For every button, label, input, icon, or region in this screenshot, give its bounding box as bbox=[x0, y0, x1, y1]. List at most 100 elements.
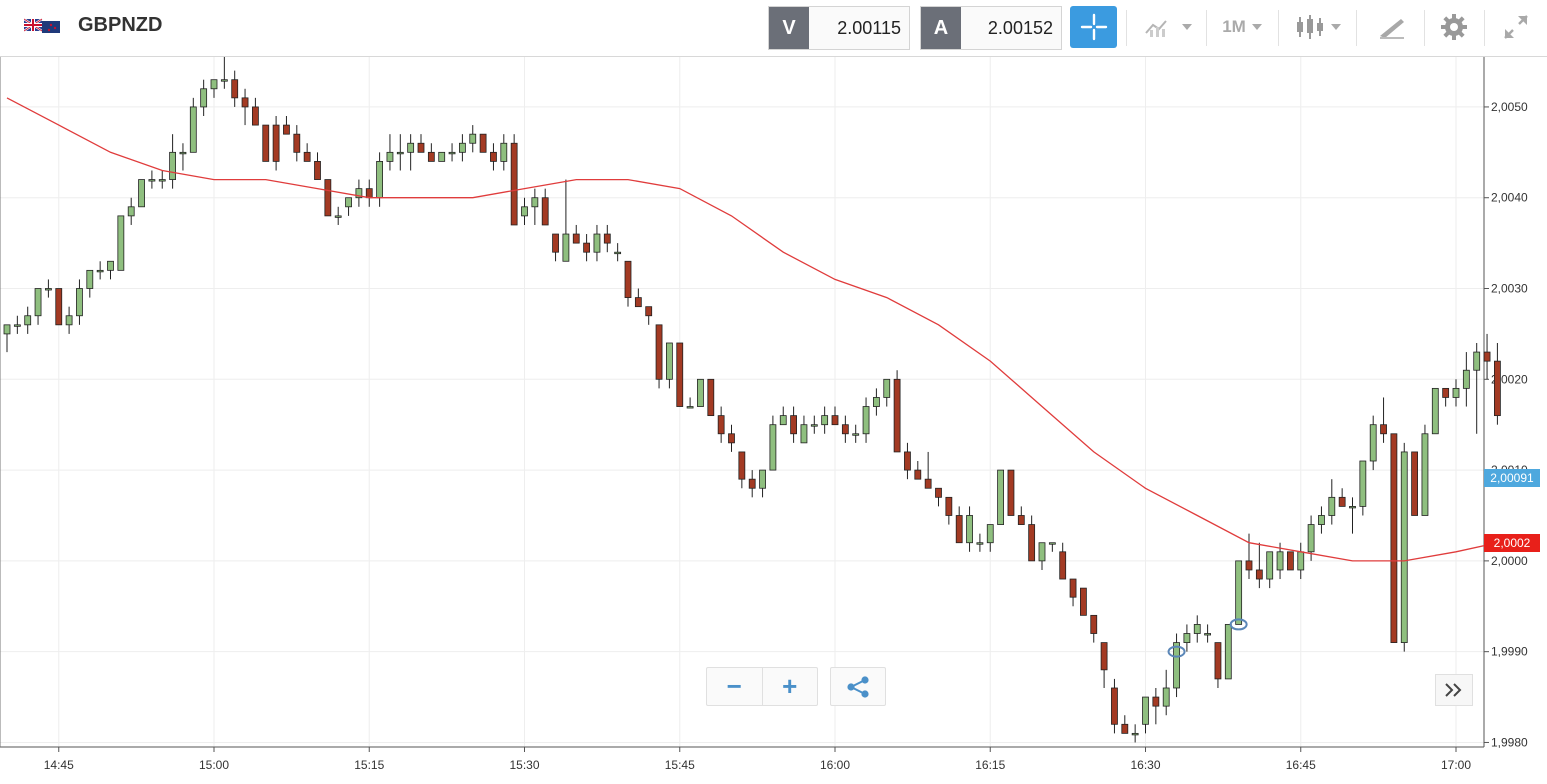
toolbar-separator bbox=[1356, 10, 1357, 46]
zoom-out-button[interactable]: − bbox=[707, 668, 763, 705]
bid-quote[interactable]: V 2.00115 bbox=[768, 6, 910, 50]
grid bbox=[0, 57, 1484, 747]
fullscreen-icon bbox=[1504, 15, 1528, 39]
indicators-button[interactable] bbox=[1138, 6, 1198, 48]
candle-up bbox=[1183, 633, 1191, 643]
double-chevron-right-icon bbox=[1445, 683, 1462, 697]
candle-up bbox=[1318, 515, 1325, 525]
candle-up bbox=[65, 315, 73, 326]
candles bbox=[3, 57, 1501, 743]
y-tick-label: 2,0040 bbox=[1491, 191, 1528, 205]
candle-up bbox=[107, 260, 114, 271]
timeframe-label: 1M bbox=[1222, 17, 1246, 36]
drawing-tools-button[interactable] bbox=[1366, 6, 1418, 48]
candle-up bbox=[24, 315, 32, 326]
candle-up bbox=[117, 215, 125, 271]
candle-up bbox=[862, 406, 870, 435]
candle-up bbox=[686, 406, 694, 409]
candle-type-button[interactable] bbox=[1288, 6, 1348, 48]
candle-up bbox=[769, 424, 777, 471]
timeframe-dropdown[interactable]: 1M bbox=[1212, 6, 1272, 48]
settings-button[interactable] bbox=[1432, 6, 1476, 48]
candle-down bbox=[717, 415, 725, 435]
candle-up bbox=[45, 288, 52, 291]
candle-up bbox=[469, 133, 477, 144]
candle-down bbox=[1121, 723, 1129, 734]
crosshair-icon bbox=[1080, 13, 1107, 41]
chevron-down-icon bbox=[1251, 24, 1262, 30]
y-tick-label: 1,9980 bbox=[1491, 735, 1528, 749]
candle-up bbox=[200, 88, 208, 108]
candle-up bbox=[593, 233, 601, 253]
candle-up bbox=[873, 397, 880, 407]
bid-value: 2.00115 bbox=[837, 17, 901, 38]
candle-up bbox=[407, 142, 415, 153]
toolbar-separator bbox=[1424, 10, 1425, 46]
candle-down bbox=[955, 515, 963, 544]
candle-up bbox=[1431, 387, 1439, 435]
candle-down bbox=[707, 378, 715, 417]
marker-ellipse bbox=[1229, 618, 1248, 631]
candle-down bbox=[634, 297, 642, 308]
candle-down bbox=[1100, 642, 1108, 671]
candle-up bbox=[562, 233, 570, 262]
candle-down bbox=[924, 478, 932, 489]
zoom-in-button[interactable]: + bbox=[782, 671, 798, 701]
x-tick-label: 15:30 bbox=[509, 758, 539, 772]
bid-label: V bbox=[769, 7, 809, 49]
gear-icon bbox=[1441, 14, 1467, 40]
candle-up bbox=[1421, 433, 1429, 516]
candle-up bbox=[438, 151, 446, 162]
candle-up bbox=[1173, 642, 1180, 689]
candle-down bbox=[1111, 687, 1118, 725]
candle-up bbox=[169, 151, 177, 180]
candle-up bbox=[1204, 633, 1211, 636]
candle-up bbox=[521, 206, 528, 217]
toolbar-separator bbox=[1206, 10, 1207, 46]
candle-down bbox=[1028, 524, 1036, 562]
candle-up bbox=[810, 424, 818, 427]
marker-ellipse bbox=[1167, 645, 1186, 658]
candle-down bbox=[552, 233, 559, 253]
candlestick-chart[interactable]: 2,00502,00402,00302,00202,00102,00001,99… bbox=[0, 57, 1547, 784]
toolbar-separator bbox=[1126, 10, 1127, 46]
candle-down bbox=[1494, 360, 1501, 417]
candle-up bbox=[1193, 624, 1201, 634]
moving-average-badge: 2,0002 bbox=[1484, 533, 1540, 552]
candle-up bbox=[1297, 551, 1305, 571]
candle-down bbox=[251, 106, 259, 126]
y-tick-label: 2,0050 bbox=[1491, 100, 1528, 114]
candle-down bbox=[728, 433, 735, 444]
candle-down bbox=[365, 188, 373, 199]
x-tick-label: 15:45 bbox=[665, 758, 695, 772]
candle-down bbox=[293, 133, 301, 153]
share-button[interactable] bbox=[830, 667, 886, 706]
candle-down bbox=[583, 242, 590, 253]
candle-down bbox=[676, 342, 684, 407]
crosshair-button[interactable] bbox=[1070, 6, 1117, 48]
candle-up bbox=[759, 469, 766, 489]
candle-up bbox=[334, 215, 342, 218]
symbol-header[interactable]: GBPNZD bbox=[23, 14, 162, 37]
y-tick-label: 2,0000 bbox=[1491, 554, 1528, 568]
candle-up bbox=[1349, 506, 1356, 509]
fullscreen-button[interactable] bbox=[1494, 6, 1538, 48]
candle-down bbox=[1069, 578, 1077, 598]
candle-down bbox=[272, 124, 280, 162]
candle-up bbox=[1224, 624, 1232, 680]
candle-down bbox=[55, 288, 63, 326]
moving-average-line bbox=[6, 97, 1498, 562]
scroll-to-latest-button[interactable] bbox=[1435, 674, 1473, 706]
ask-quote[interactable]: A 2.00152 bbox=[920, 6, 1062, 50]
chevron-down-icon bbox=[1182, 24, 1192, 30]
candle-down bbox=[1152, 696, 1160, 707]
candle-up bbox=[345, 197, 352, 208]
candle-down bbox=[541, 197, 549, 226]
toolbar: GBPNZD V 2.00115 A 2.00152 1M bbox=[0, 0, 1547, 57]
candle-up bbox=[986, 524, 994, 544]
candle-down bbox=[314, 161, 321, 180]
x-tick-label: 15:00 bbox=[199, 758, 229, 772]
candle-up bbox=[997, 469, 1004, 525]
candle-down bbox=[893, 378, 901, 453]
candle-down bbox=[904, 451, 911, 471]
